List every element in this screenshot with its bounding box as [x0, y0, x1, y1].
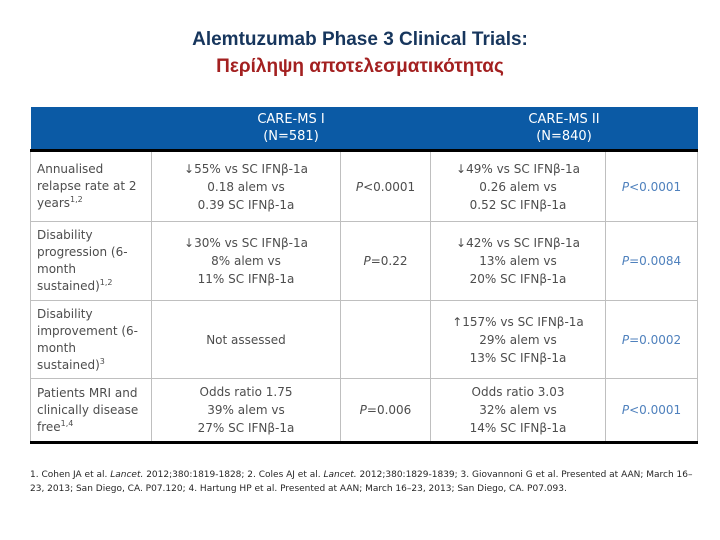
row-label-text: Patients MRI and clinically disease free: [37, 385, 139, 434]
footnote-journal-name: Lancet.: [110, 470, 144, 480]
footnote-journal-name: Lancet.: [323, 470, 357, 480]
care-ms1-pvalue-cell: P=0.22: [340, 221, 431, 301]
slide-title-line1: Alemtuzumab Phase 3 Clinical Trials:: [192, 29, 528, 50]
footnote-segment: 2012;380:1819-1828; 2. Coles AJ et al.: [143, 470, 324, 480]
table-header-row: CARE-MS I (N=581) CARE-MS II (N=840): [30, 107, 698, 152]
slide-title-line2: Περίληψη αποτελεσματικότητας: [216, 56, 504, 77]
care-ms2-pvalue-cell: P=0.0002: [605, 300, 698, 379]
footnote-segment: 2012;380:1829-1839; 3. Giovannoni G et a…: [30, 470, 693, 494]
care-ms2-result-cell: ↑157% vs SC IFNβ-1a 29% alem vs 13% SC I…: [430, 300, 606, 379]
footnote-segment: 1. Cohen JA et al.: [30, 470, 111, 480]
header-care-ms2: CARE-MS II (N=840): [430, 107, 698, 152]
row-label-annualised-relapse: Annualised relapse rate at 2 years1,2: [30, 150, 152, 222]
row-label-text: Disability progression (6-month sustaine…: [37, 228, 128, 293]
row-label-text: Disability improvement (6-month sustaine…: [37, 306, 138, 372]
care-ms2-result-cell: ↓49% vs SC IFNβ-1a 0.26 alem vs 0.52 SC …: [430, 150, 606, 222]
header-care-ms1: CARE-MS I (N=581): [151, 107, 431, 152]
care-ms1-pvalue-cell: P<0.0001: [340, 150, 431, 222]
care-ms2-result-cell: ↓42% vs SC IFNβ-1a 13% alem vs 20% SC IF…: [430, 221, 606, 301]
reference-superscript: 1,2: [70, 195, 83, 204]
slide-title: Alemtuzumab Phase 3 Clinical Trials: Περ…: [0, 26, 720, 80]
care-ms1-pvalue-cell: P=0.006: [340, 378, 431, 444]
care-ms2-result-cell: Odds ratio 3.03 32% alem vs 14% SC IFNβ-…: [430, 378, 606, 444]
table-row: Disability progression (6-month sustaine…: [30, 221, 698, 301]
reference-superscript: 1,4: [60, 418, 74, 428]
row-label-disability-progression: Disability progression (6-month sustaine…: [30, 221, 152, 301]
care-ms1-result-cell: ↓55% vs SC IFNβ-1a 0.18 alem vs 0.39 SC …: [151, 150, 341, 222]
care-ms1-result-cell: ↓30% vs SC IFNβ-1a 8% alem vs 11% SC IFN…: [151, 221, 341, 301]
care-ms1-result-cell: Odds ratio 1.75 39% alem vs 27% SC IFNβ-…: [151, 378, 341, 444]
care-ms1-result-cell: Not assessed: [151, 300, 341, 379]
header-empty-cell: [30, 107, 152, 152]
care-ms2-pvalue-cell: P<0.0001: [605, 150, 698, 222]
reference-footnote: 1. Cohen JA et al. Lancet. 2012;380:1819…: [30, 468, 694, 496]
table-row: Disability improvement (6-month sustaine…: [30, 300, 698, 379]
table-row: Patients MRI and clinically disease free…: [30, 378, 698, 444]
row-label-disability-improvement: Disability improvement (6-month sustaine…: [30, 300, 152, 379]
care-ms2-pvalue-cell: P=0.0084: [605, 221, 698, 301]
table-row: Annualised relapse rate at 2 years1,2 ↓5…: [30, 150, 698, 222]
reference-superscript: 3: [99, 356, 105, 366]
clinical-results-table: CARE-MS I (N=581) CARE-MS II (N=840) Ann…: [30, 107, 698, 444]
care-ms2-pvalue-cell: P<0.0001: [605, 378, 698, 444]
care-ms1-pvalue-cell: [340, 300, 431, 379]
row-label-text: Annualised relapse rate at 2 years: [37, 162, 137, 210]
reference-superscript: 1,2: [99, 278, 113, 287]
row-label-mri-disease-free: Patients MRI and clinically disease free…: [30, 378, 152, 444]
